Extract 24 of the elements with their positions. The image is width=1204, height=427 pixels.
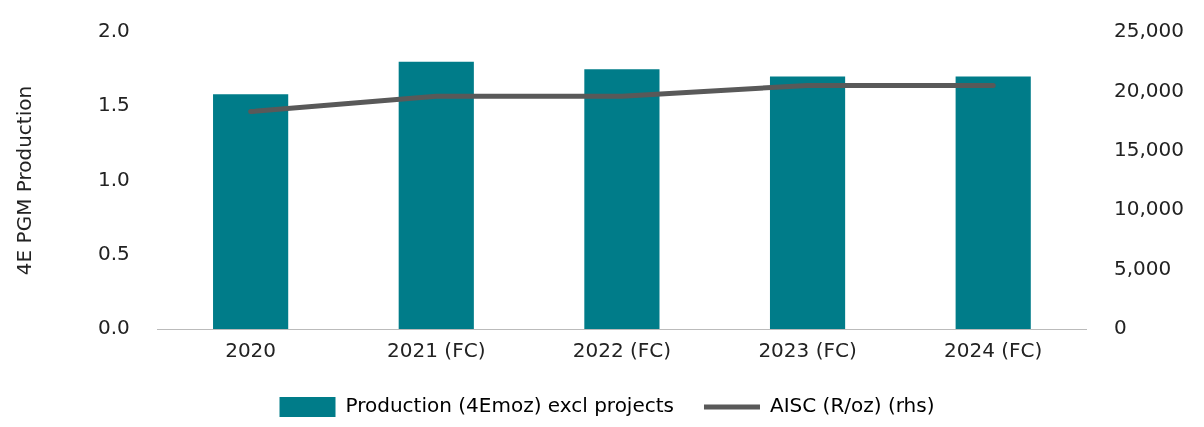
y-tick-label: 1.0: [97, 166, 130, 191]
bar: [584, 69, 660, 329]
x-tick-label: 2023 (FC): [758, 338, 857, 363]
x-tick-label: 2020: [225, 338, 277, 363]
y-tick-label: 0.5: [97, 240, 130, 265]
legend-label: AISC (R/oz) (rhs): [769, 393, 935, 418]
bar: [955, 76, 1031, 329]
y-tick-label: 0.0: [97, 315, 130, 340]
bar: [213, 94, 289, 329]
y2-tick-label: 15,000: [1114, 137, 1184, 161]
x-tick-label: 2021 (FC): [387, 338, 486, 363]
legend-label: Production (4Emoz) excl projects: [345, 393, 675, 418]
bar: [398, 61, 474, 329]
bar: [769, 76, 846, 329]
y2-tick-label: 25,000: [1114, 18, 1184, 43]
y2-tick-label: 0: [1114, 315, 1127, 340]
y-axis-title: 4E PGM Production: [12, 85, 37, 276]
y-tick-label: 2.0: [97, 18, 130, 43]
y2-tick-label: 20,000: [1114, 77, 1184, 102]
y-tick-label: 1.5: [97, 92, 130, 117]
x-tick-label: 2024 (FC): [944, 338, 1043, 363]
y2-tick-label: 5,000: [1114, 255, 1172, 280]
x-tick-label: 2022 (FC): [572, 338, 672, 363]
y2-tick-label: 10,000: [1114, 196, 1184, 221]
